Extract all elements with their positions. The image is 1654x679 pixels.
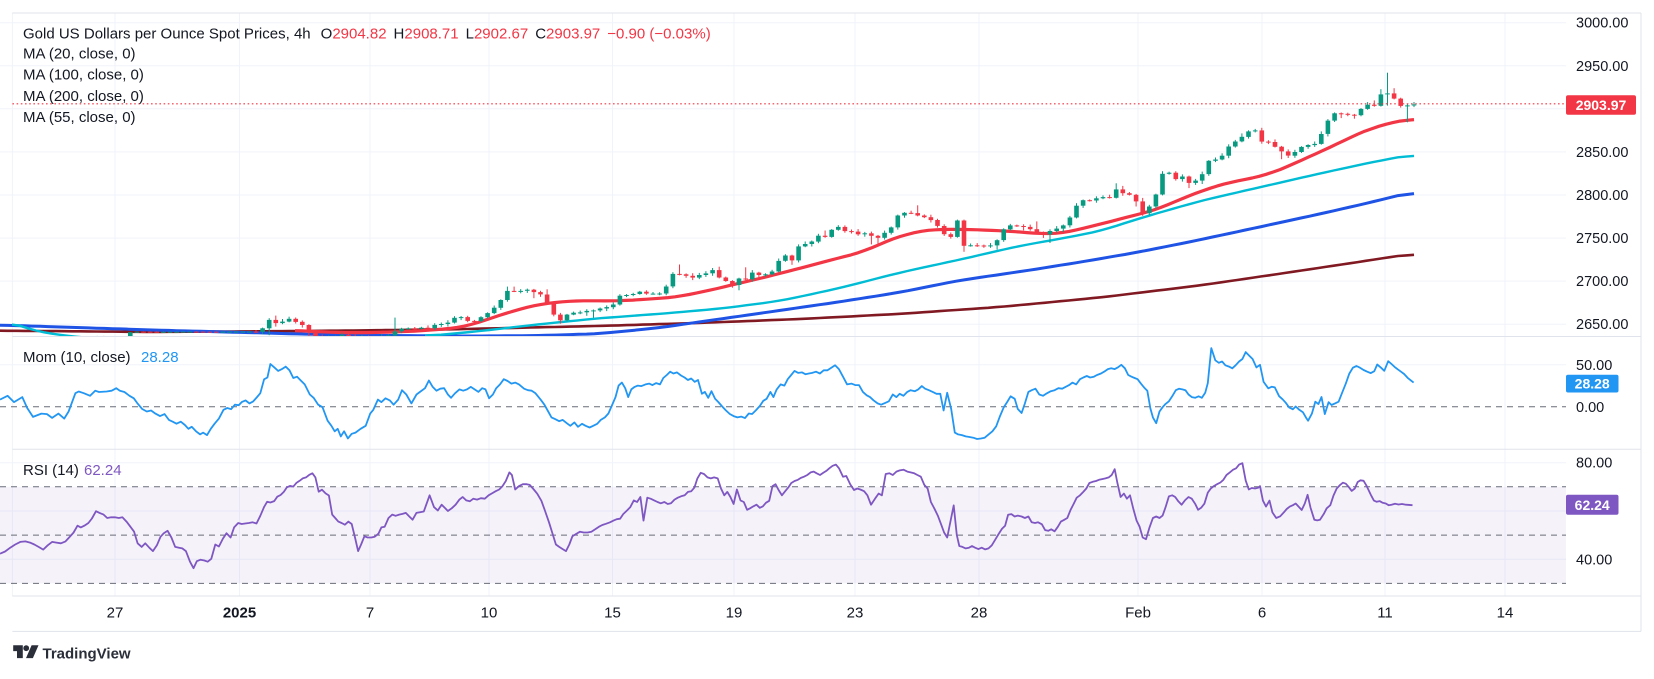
svg-text:80.00: 80.00 bbox=[1576, 456, 1612, 472]
svg-text:MA (100, close, 0): MA (100, close, 0) bbox=[23, 66, 144, 83]
svg-text:23: 23 bbox=[847, 605, 864, 622]
svg-text:RSI (14): RSI (14) bbox=[23, 462, 79, 479]
svg-text:7: 7 bbox=[366, 605, 374, 622]
svg-text:2750.00: 2750.00 bbox=[1576, 231, 1628, 247]
svg-text:2950.00: 2950.00 bbox=[1576, 59, 1628, 75]
svg-text:27: 27 bbox=[107, 605, 124, 622]
svg-text:28: 28 bbox=[971, 605, 988, 622]
svg-text:2650.00: 2650.00 bbox=[1576, 317, 1628, 333]
svg-text:0.00: 0.00 bbox=[1576, 400, 1604, 416]
svg-text:2850.00: 2850.00 bbox=[1576, 145, 1628, 161]
svg-text:2800.00: 2800.00 bbox=[1576, 188, 1628, 204]
svg-text:14: 14 bbox=[1497, 605, 1514, 622]
svg-text:3000.00: 3000.00 bbox=[1576, 16, 1628, 32]
svg-text:2025: 2025 bbox=[223, 605, 256, 622]
svg-text:Gold US Dollars per Ounce Spot: Gold US Dollars per Ounce Spot Prices, 4… bbox=[23, 26, 711, 43]
svg-text:10: 10 bbox=[481, 605, 498, 622]
svg-text:2903.97: 2903.97 bbox=[1576, 97, 1627, 113]
svg-text:19: 19 bbox=[726, 605, 743, 622]
svg-text:Mom (10, close): Mom (10, close) bbox=[23, 349, 131, 366]
svg-text:MA (20, close, 0): MA (20, close, 0) bbox=[23, 46, 136, 63]
svg-text:11: 11 bbox=[1377, 605, 1393, 622]
svg-text:MA (55, close, 0): MA (55, close, 0) bbox=[23, 109, 136, 126]
svg-text:28.28: 28.28 bbox=[1575, 376, 1610, 392]
svg-text:2700.00: 2700.00 bbox=[1576, 274, 1628, 290]
svg-text:6: 6 bbox=[1258, 605, 1266, 622]
svg-text:Feb: Feb bbox=[1125, 605, 1151, 622]
svg-text:50.00: 50.00 bbox=[1576, 358, 1612, 374]
svg-text:62.24: 62.24 bbox=[84, 462, 122, 479]
svg-text:40.00: 40.00 bbox=[1576, 552, 1612, 568]
svg-text:28.28: 28.28 bbox=[141, 349, 179, 366]
svg-text:TradingView: TradingView bbox=[43, 646, 131, 663]
svg-text:62.24: 62.24 bbox=[1575, 497, 1610, 513]
svg-text:MA (200, close, 0): MA (200, close, 0) bbox=[23, 88, 144, 105]
svg-text:15: 15 bbox=[604, 605, 621, 622]
